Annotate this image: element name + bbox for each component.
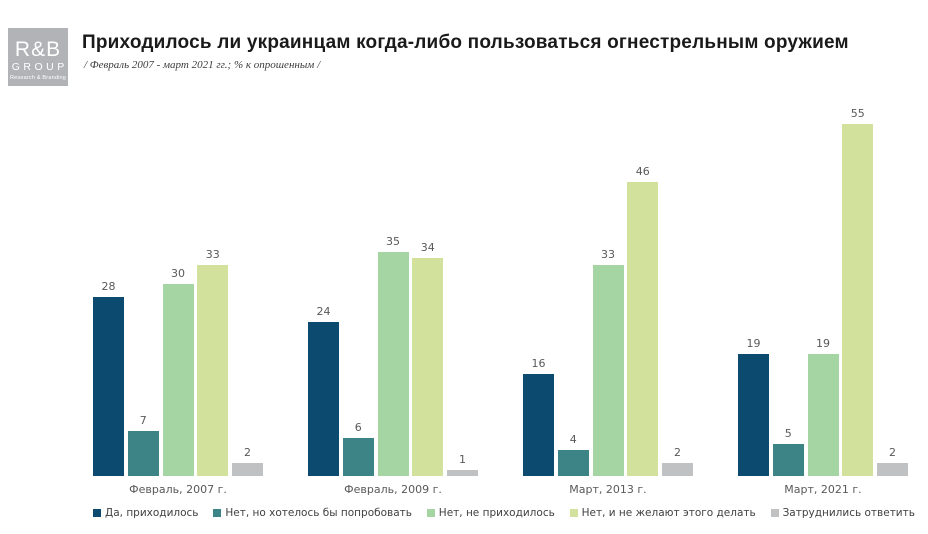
bar-value-label: 4 <box>569 433 577 446</box>
legend-swatch <box>569 509 578 517</box>
legend-item: Затруднились ответить <box>770 507 915 519</box>
bar <box>557 450 589 476</box>
legend-item: Нет, но хотелось бы попробовать <box>213 507 412 519</box>
bar-wrap: 46 <box>627 165 659 476</box>
bar-wrap: 4 <box>557 433 589 476</box>
bar-value-label: 33 <box>601 248 615 261</box>
bar-value-label: 35 <box>386 235 400 248</box>
bar-value-label: 7 <box>139 414 147 427</box>
legend-swatch <box>213 509 222 517</box>
bar <box>627 182 659 476</box>
legend-swatch <box>770 509 779 517</box>
bar-group: 16 4 33 46 2 Март, 2013 г. <box>523 165 693 496</box>
bar <box>412 258 444 476</box>
bar-chart: 28 7 30 33 2 Февраль, 2007 г. 24 6 35 34 1 Февраль,… <box>93 100 908 496</box>
legend-label: Нет, не приходилось <box>438 507 555 519</box>
legend-swatch <box>426 509 435 517</box>
bar-wrap: 2 <box>877 446 908 476</box>
bar <box>342 438 374 476</box>
chart-subtitle: / Февраль 2007 - март 2021 гг.; % к опро… <box>84 59 321 71</box>
legend-label: Да, приходилось <box>105 507 199 519</box>
bar-value-label: 6 <box>354 421 362 434</box>
category-label: Февраль, 2007 г. <box>129 483 227 496</box>
bar-value-label: 28 <box>101 280 116 293</box>
bar-wrap: 5 <box>772 427 804 476</box>
legend-label: Затруднились ответить <box>782 507 915 519</box>
bar <box>842 124 874 476</box>
bar-wrap: 19 <box>738 337 769 476</box>
bar-value-label: 24 <box>316 305 331 318</box>
bar-value-label: 46 <box>635 165 650 178</box>
category-label: Февраль, 2009 г. <box>344 483 442 496</box>
bar-wrap: 30 <box>162 267 194 476</box>
bar <box>162 284 194 476</box>
legend: Да, приходилось Нет, но хотелось бы попро… <box>93 507 915 519</box>
category-label: Март, 2013 г. <box>569 483 647 496</box>
bar <box>772 444 804 476</box>
bar <box>197 265 229 476</box>
legend-swatch <box>93 509 101 517</box>
bar-wrap: 16 <box>523 357 554 476</box>
bar-wrap: 6 <box>342 421 374 476</box>
bar-wrap: 7 <box>127 414 159 476</box>
bar <box>592 265 624 476</box>
bar-value-label: 19 <box>816 337 830 350</box>
chart-title: Приходилось ли украинцам когда-либо поль… <box>82 32 849 53</box>
logo-tagline-text: Research & Branding <box>9 74 67 81</box>
bar-value-label: 16 <box>531 357 546 370</box>
bar-value-label: 2 <box>674 446 681 459</box>
bar-value-label: 19 <box>746 337 761 350</box>
bar-wrap: 2 <box>232 446 263 476</box>
bar-value-label: 33 <box>205 248 220 261</box>
bar-wrap: 1 <box>447 453 478 476</box>
bar <box>877 463 908 476</box>
bar-wrap: 24 <box>308 305 339 476</box>
bar-group: 28 7 30 33 2 Февраль, 2007 г. <box>93 248 263 496</box>
bar-wrap: 35 <box>377 235 409 476</box>
bar-wrap: 33 <box>197 248 229 476</box>
legend-label: Нет, и не желают этого делать <box>581 507 756 519</box>
legend-label: Нет, но хотелось бы попробовать <box>225 507 412 519</box>
bar-value-label: 55 <box>850 107 865 120</box>
bar <box>308 322 339 476</box>
bar-wrap: 33 <box>592 248 624 476</box>
bar-wrap: 2 <box>662 446 693 476</box>
bar <box>377 252 409 476</box>
bar-group-bars: 24 6 35 34 1 <box>308 235 478 476</box>
bar <box>662 463 693 476</box>
legend-item: Нет, и не желают этого делать <box>569 507 756 519</box>
bar <box>127 431 159 476</box>
bar-value-label: 2 <box>889 446 896 459</box>
bar <box>738 354 769 476</box>
bar <box>93 297 124 476</box>
bar <box>807 354 839 476</box>
bar-value-label: 2 <box>244 446 251 459</box>
bar <box>232 463 263 476</box>
logo-brand-text: R&B <box>14 38 62 61</box>
bar-wrap: 28 <box>93 280 124 476</box>
bar-value-label: 34 <box>420 241 435 254</box>
bar-group-bars: 16 4 33 46 2 <box>523 165 693 476</box>
bar-group-bars: 28 7 30 33 2 <box>93 248 263 476</box>
category-label: Март, 2021 г. <box>784 483 862 496</box>
bar <box>447 470 478 476</box>
legend-item: Да, приходилось <box>93 507 199 519</box>
logo-group-text: GROUP <box>11 61 68 73</box>
rnb-group-logo: R&B GROUP Research & Branding <box>8 28 68 86</box>
bar-value-label: 30 <box>171 267 185 280</box>
bar-value-label: 1 <box>459 453 466 466</box>
bar-wrap: 34 <box>412 241 444 476</box>
bar-group: 24 6 35 34 1 Февраль, 2009 г. <box>308 235 478 496</box>
bar-group: 19 5 19 55 2 Март, 2021 г. <box>738 107 908 496</box>
bar-wrap: 55 <box>842 107 874 476</box>
bar-group-bars: 19 5 19 55 2 <box>738 107 908 476</box>
bar-value-label: 5 <box>784 427 792 440</box>
legend-item: Нет, не приходилось <box>426 507 555 519</box>
bar-wrap: 19 <box>807 337 839 476</box>
bar <box>523 374 554 476</box>
